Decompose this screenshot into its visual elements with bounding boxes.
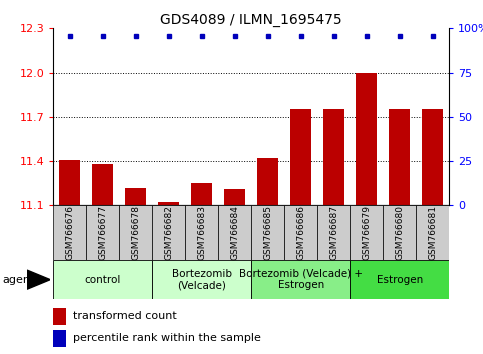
Text: GSM766681: GSM766681 — [428, 205, 437, 260]
Text: GSM766679: GSM766679 — [362, 205, 371, 260]
Bar — [53, 330, 66, 347]
Text: Bortezomib (Velcade) +
Estrogen: Bortezomib (Velcade) + Estrogen — [239, 269, 363, 291]
Bar — [152, 260, 251, 299]
Title: GDS4089 / ILMN_1695475: GDS4089 / ILMN_1695475 — [160, 13, 342, 27]
Bar — [416, 205, 449, 260]
Text: control: control — [85, 275, 121, 285]
Text: GSM766676: GSM766676 — [65, 205, 74, 260]
Text: GSM766684: GSM766684 — [230, 205, 239, 260]
Bar — [284, 205, 317, 260]
Text: GSM766685: GSM766685 — [263, 205, 272, 260]
Bar — [356, 73, 377, 205]
Bar — [290, 109, 312, 205]
Text: percentile rank within the sample: percentile rank within the sample — [73, 333, 261, 343]
Bar — [53, 308, 66, 325]
Bar — [152, 205, 185, 260]
Bar — [257, 158, 278, 205]
Bar — [323, 109, 344, 205]
Bar — [350, 260, 449, 299]
Bar — [119, 205, 152, 260]
Text: transformed count: transformed count — [73, 312, 177, 321]
Text: GSM766680: GSM766680 — [395, 205, 404, 260]
Bar — [350, 205, 383, 260]
Bar — [59, 160, 80, 205]
Bar — [53, 260, 152, 299]
Bar — [251, 205, 284, 260]
Bar — [251, 260, 350, 299]
Text: Estrogen: Estrogen — [377, 275, 423, 285]
Bar — [86, 205, 119, 260]
Bar — [317, 205, 350, 260]
Text: agent: agent — [2, 275, 35, 285]
Polygon shape — [27, 270, 50, 289]
Bar — [224, 189, 245, 205]
Bar — [191, 183, 213, 205]
Text: GSM766677: GSM766677 — [98, 205, 107, 260]
Bar — [158, 202, 179, 205]
Bar — [389, 109, 411, 205]
Text: GSM766682: GSM766682 — [164, 205, 173, 260]
Text: GSM766686: GSM766686 — [296, 205, 305, 260]
Text: Bortezomib
(Velcade): Bortezomib (Velcade) — [171, 269, 232, 291]
Bar — [383, 205, 416, 260]
Bar — [53, 205, 86, 260]
Text: GSM766678: GSM766678 — [131, 205, 140, 260]
Bar — [92, 164, 114, 205]
Text: GSM766683: GSM766683 — [197, 205, 206, 260]
Text: GSM766687: GSM766687 — [329, 205, 338, 260]
Bar — [218, 205, 251, 260]
Bar — [125, 188, 146, 205]
Bar — [185, 205, 218, 260]
Bar — [422, 109, 443, 205]
